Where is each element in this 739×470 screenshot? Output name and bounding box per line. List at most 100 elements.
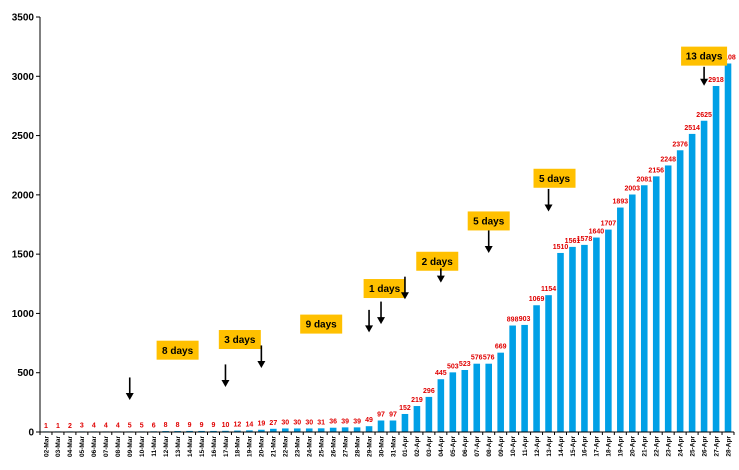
data-label: 3108 — [720, 54, 736, 61]
x-tick-label: 14-Apr — [558, 436, 565, 457]
data-label: 39 — [353, 418, 361, 425]
bar — [341, 427, 349, 432]
bar — [676, 150, 684, 432]
x-tick-label: 27-Mar — [342, 436, 349, 457]
callout: 3 days — [218, 330, 266, 387]
data-label: 97 — [389, 411, 397, 418]
down-arrow-icon — [436, 268, 445, 283]
down-arrow-icon — [484, 230, 493, 253]
x-tick-label: 28-Mar — [354, 436, 361, 457]
callout-label: 1 days — [369, 284, 401, 295]
data-label: 9 — [200, 422, 204, 429]
bar — [389, 420, 397, 432]
bar — [425, 396, 433, 432]
bar — [401, 413, 409, 432]
bar — [593, 237, 600, 432]
data-label: 1707 — [601, 221, 617, 228]
x-tick-label: 18-Mar — [235, 436, 242, 457]
bar — [724, 63, 732, 432]
data-label: 30 — [305, 419, 313, 426]
callout-box — [533, 168, 576, 188]
y-tick-label: 2000 — [12, 190, 35, 201]
x-tick-label: 19-Mar — [247, 436, 254, 457]
callout: 2 days — [416, 251, 459, 283]
down-arrow-icon — [700, 66, 709, 86]
y-tick-label: 1500 — [12, 250, 35, 261]
callout: 8 days — [125, 340, 199, 400]
x-tick-label: 07-Apr — [474, 436, 481, 457]
data-label: 903 — [519, 316, 531, 323]
data-label: 1561 — [565, 238, 581, 245]
arrow-head — [700, 78, 709, 86]
data-label: 30 — [293, 419, 301, 426]
x-tick-label: 15-Apr — [570, 436, 577, 457]
arrow-head — [125, 392, 134, 400]
data-label: 5 — [140, 422, 144, 429]
x-tick-label: 13-Mar — [175, 436, 182, 457]
x-tick-label: 19-Apr — [618, 436, 625, 457]
arrow-head — [365, 325, 374, 333]
bar — [353, 427, 361, 432]
bar — [712, 86, 720, 432]
bar — [317, 428, 325, 432]
bar — [305, 428, 313, 432]
bar — [246, 430, 253, 432]
arrow-head — [257, 360, 266, 368]
x-tick-label: 14-Mar — [187, 436, 194, 457]
x-tick-label: 07-Mar — [103, 436, 110, 457]
callout: 9 days — [300, 301, 386, 334]
x-tick-label: 10-Mar — [139, 436, 146, 457]
callout-box — [218, 330, 261, 350]
data-label: 4 — [92, 423, 96, 430]
data-label: 30 — [281, 419, 289, 426]
x-tick-label: 26-Mar — [330, 436, 337, 457]
data-label: 2625 — [696, 112, 712, 119]
data-label: 97 — [377, 411, 385, 418]
data-label: 523 — [459, 361, 471, 368]
x-tick-label: 06-Apr — [462, 436, 469, 457]
x-tick-label: 11-Mar — [151, 436, 158, 457]
x-tick-label: 29-Mar — [366, 436, 373, 457]
x-tick-label: 01-Apr — [402, 436, 409, 457]
data-label: 1510 — [553, 244, 569, 251]
arrow-head — [544, 204, 553, 212]
data-label: 9 — [188, 422, 192, 429]
data-label: 1 — [44, 423, 48, 430]
bar — [377, 420, 385, 432]
data-label: 219 — [411, 397, 423, 404]
bar — [533, 305, 540, 432]
x-tick-label: 12-Apr — [534, 436, 541, 457]
y-tick-label: 1000 — [12, 309, 35, 320]
x-tick-label: 04-Mar — [67, 436, 74, 457]
callout: 1 days — [363, 276, 409, 300]
x-tick-label: 17-Apr — [594, 436, 601, 457]
x-tick-label: 20-Apr — [630, 436, 637, 457]
callout-label: 5 days — [473, 217, 505, 228]
data-label: 4 — [116, 423, 120, 430]
bar — [413, 406, 421, 432]
callouts: 8 days 3 days 9 days 1 days 2 days 5 days 5 da… — [125, 46, 728, 400]
callout-box — [300, 314, 343, 334]
y-tick-label: 0 — [28, 428, 34, 439]
x-tick-label: 08-Apr — [486, 436, 493, 457]
x-tick-label: 16-Apr — [582, 436, 589, 457]
data-label: 1069 — [529, 296, 545, 303]
callout-box — [416, 251, 459, 271]
x-tick-label: 24-Mar — [307, 436, 314, 457]
callout-label: 9 days — [306, 320, 338, 331]
x-tick-label: 31-Mar — [390, 436, 397, 457]
bar — [545, 295, 552, 432]
data-label: 2156 — [648, 167, 664, 174]
x-tick-label: 05-Mar — [79, 436, 86, 457]
bar — [449, 372, 457, 432]
x-tick-label: 23-Mar — [295, 436, 302, 457]
arrow-head — [436, 275, 445, 283]
data-label: 8 — [176, 422, 180, 429]
bar — [640, 185, 648, 432]
x-tick-label: 27-Apr — [713, 436, 720, 457]
callout-box — [681, 46, 728, 66]
data-label: 8 — [164, 422, 168, 429]
bar — [282, 428, 289, 432]
callout-box — [467, 211, 510, 231]
bar — [700, 120, 708, 432]
